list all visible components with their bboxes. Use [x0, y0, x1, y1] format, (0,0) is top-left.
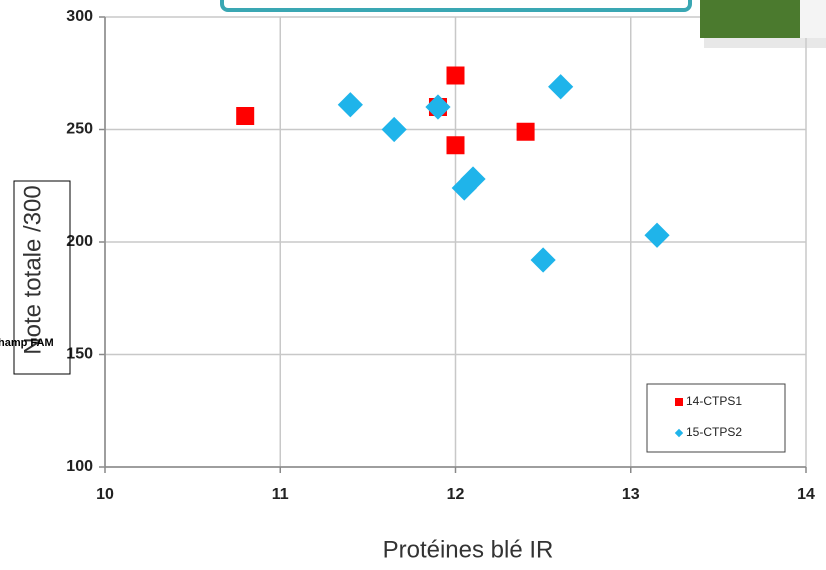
- legend-label: 15-CTPS2: [686, 425, 742, 439]
- marker-diamond: [381, 116, 407, 143]
- legend: 14-CTPS1 15-CTPS2: [646, 383, 786, 453]
- legend-box: [646, 383, 786, 453]
- legend-label: 14-CTPS1: [686, 394, 742, 408]
- marker-square: [446, 136, 465, 155]
- x-tick-label: 13: [622, 486, 640, 503]
- marker-diamond: [530, 247, 556, 273]
- overlay-label: hamp FAM: [0, 337, 54, 349]
- x-tick-label: 14: [797, 486, 815, 503]
- marker-diamond: [425, 94, 451, 120]
- marker-square: [446, 66, 465, 85]
- banner: [220, 0, 692, 12]
- thumbnail: [700, 0, 800, 38]
- thumbnail-text: [800, 0, 826, 38]
- y-tick-label: 150: [66, 346, 93, 363]
- marker-square: [675, 398, 683, 406]
- x-tick-label: 11: [272, 486, 289, 503]
- marker-diamond: [337, 92, 363, 118]
- marker-diamond: [644, 222, 670, 248]
- marker-square: [236, 107, 255, 125]
- plot-area: 100 150 200 250 300 10 11 12 13 14: [66, 8, 815, 503]
- marker-diamond: [674, 428, 684, 438]
- overlay-box: [13, 180, 71, 375]
- y-tick-label: 100: [66, 458, 93, 475]
- marker-square: [516, 122, 535, 141]
- x-tick-label: 10: [96, 486, 114, 503]
- y-tick-label: 200: [66, 233, 93, 250]
- marker-diamond: [460, 166, 486, 192]
- y-axis-label: Note totale /300: [19, 185, 46, 354]
- y-tick-label: 250: [66, 121, 93, 138]
- marker-diamond: [548, 74, 574, 100]
- x-tick-label: 12: [447, 486, 465, 503]
- x-axis-label: Protéines blé IR: [383, 536, 554, 563]
- y-tick-label: 300: [66, 8, 93, 25]
